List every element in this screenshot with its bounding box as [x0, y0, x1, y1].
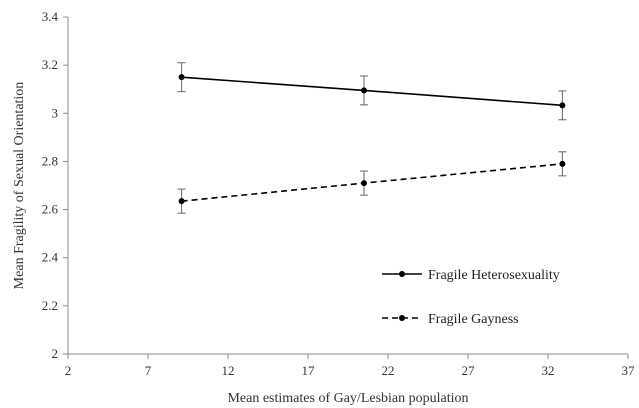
- series-layer: [177, 62, 567, 214]
- y-tick-label: 3.4: [42, 9, 59, 24]
- x-tick-label: 17: [302, 363, 316, 378]
- y-tick-label: 2.8: [42, 153, 58, 168]
- y-tick-label: 2.4: [42, 250, 59, 265]
- x-tick-label: 2: [65, 363, 72, 378]
- y-tick-label: 2: [52, 346, 59, 361]
- x-tick-label: 37: [622, 363, 636, 378]
- axes: [67, 17, 628, 355]
- data-point: [559, 160, 566, 167]
- ticks: 22.22.42.62.833.23.42 7 12 17 22 27 32 37: [42, 9, 635, 378]
- legend-label-fragile-gayness: Fragile Gayness: [428, 312, 519, 327]
- series-line-1: [181, 163, 563, 202]
- data-point: [178, 74, 185, 81]
- legend-marker-fragile-heterosexuality: [399, 271, 405, 277]
- x-tick-label: 7: [145, 363, 152, 378]
- x-tick-label: 32: [542, 363, 555, 378]
- series-line-0: [181, 76, 563, 107]
- y-axis-title: Mean Fragility of Sexual Orientation: [12, 82, 27, 290]
- data-point: [178, 198, 185, 205]
- y-tick-label: 3: [52, 105, 59, 120]
- y-tick-label: 3.2: [42, 57, 58, 72]
- y-tick-label: 2.2: [42, 298, 58, 313]
- data-point: [559, 102, 566, 109]
- data-point: [361, 87, 367, 94]
- data-point: [361, 180, 367, 187]
- legend: Fragile Heterosexuality Fragile Gayness: [382, 268, 560, 327]
- x-tick-label: 27: [462, 363, 476, 378]
- x-tick-label: 12: [222, 363, 235, 378]
- legend-marker-fragile-gayness: [399, 315, 405, 321]
- legend-label-fragile-heterosexuality: Fragile Heterosexuality: [428, 268, 560, 283]
- x-tick-label: 22: [382, 363, 395, 378]
- y-tick-label: 2.6: [42, 202, 59, 217]
- x-axis-title: Mean estimates of Gay/Lesbian population: [227, 391, 468, 406]
